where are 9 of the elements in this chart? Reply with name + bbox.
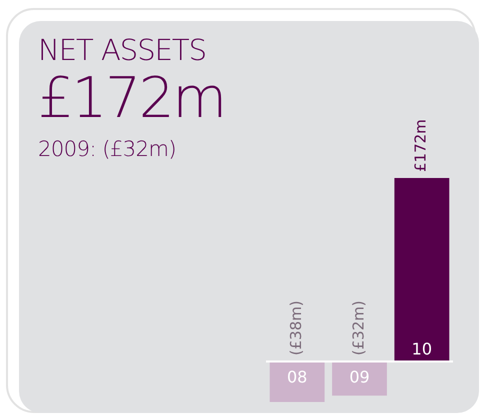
chart-title: NET ASSETS xyxy=(38,33,206,67)
chart-subtitle: £172m xyxy=(38,66,226,131)
data-label: (£38m) xyxy=(287,300,306,356)
x-tick-label: 10 xyxy=(412,340,432,359)
text: 2009: (£32m) xyxy=(38,137,176,161)
data-label: £172m xyxy=(412,119,430,172)
x-tick-label: 08 xyxy=(286,368,308,387)
data-label: (£32m) xyxy=(349,300,368,356)
x-tick-label: 09 xyxy=(349,368,370,387)
